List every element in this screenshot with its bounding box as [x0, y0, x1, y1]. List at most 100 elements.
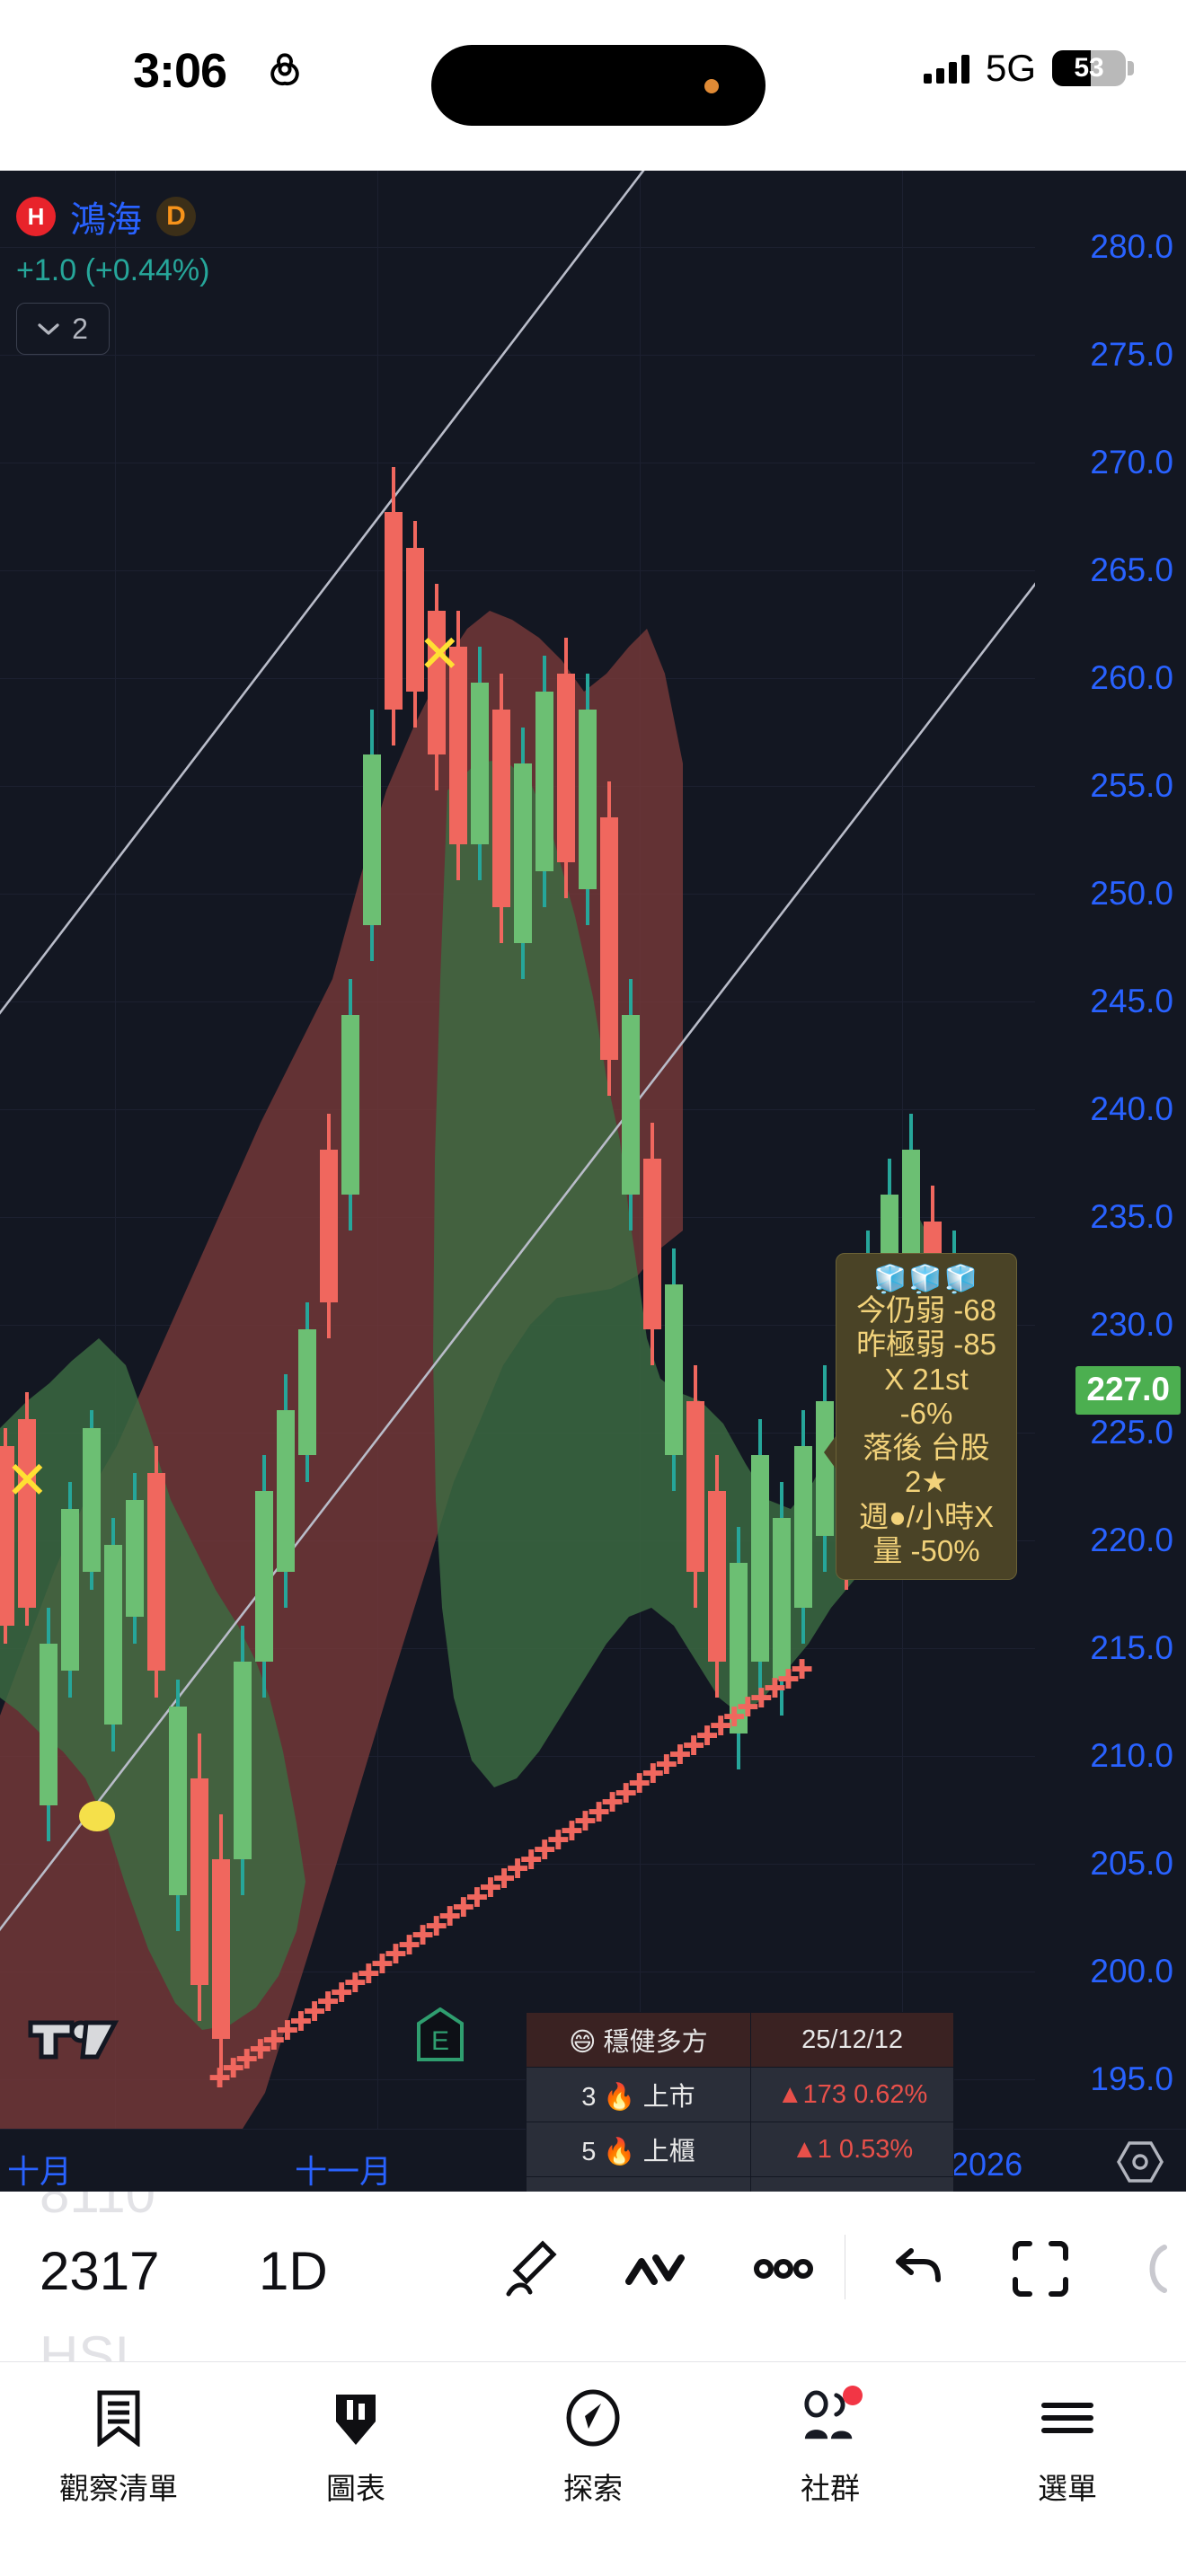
indicators-icon[interactable]: [624, 2238, 688, 2299]
table-header-row: 😄 穩健多方 25/12/12: [526, 2012, 955, 2068]
price-tick: 270.0: [1090, 444, 1173, 481]
status-time: 3:06: [133, 44, 227, 98]
tooltip-tail: [824, 1433, 838, 1472]
tooltip-line-5: 落後 台股: [863, 1431, 990, 1465]
table-header-date: 25/12/12: [749, 2012, 955, 2068]
network-type-label: 5G: [985, 47, 1036, 89]
chart-legend[interactable]: H 鴻海 D +1.0 (+0.44%) 2: [16, 190, 209, 355]
tooltip-line-4: -6%: [899, 1396, 953, 1430]
tooltip-line-2: 昨極弱 -85: [856, 1328, 996, 1362]
status-right-cluster: 5G 53: [923, 47, 1134, 90]
tab-label: 社群: [801, 2472, 860, 2505]
svg-text:E: E: [431, 2026, 449, 2056]
drawing-tools-group[interactable]: [503, 2238, 816, 2299]
interval-badge[interactable]: D: [156, 197, 196, 236]
price-tick: 215.0: [1090, 1629, 1173, 1666]
table-row: 8檔ETF 金>傳>電 8/8漲 均+0.82%: [526, 2176, 955, 2192]
yellow-x-marker-right: ✕: [418, 625, 462, 684]
trendline-lower: [0, 582, 1035, 1932]
smiley-icon: 😄: [569, 2028, 597, 2057]
battery-percent-label: 53: [1074, 53, 1104, 83]
price-change: +1.0 (+0.44%): [16, 253, 210, 287]
price-tick: 195.0: [1090, 2060, 1173, 2097]
replay-icon[interactable]: [1134, 2238, 1177, 2299]
chart-toolbar[interactable]: 8110 2317 HSI 1D: [0, 2192, 1186, 2362]
tab-label: 選單: [1038, 2472, 1097, 2505]
chevron-down-icon: [38, 322, 59, 335]
battery-fill: [1052, 50, 1092, 86]
price-scale[interactable]: 280.0 275.0 270.0 265.0 260.0 255.0 250.…: [1035, 171, 1186, 2129]
tab-watchlist[interactable]: 觀察清單: [0, 2387, 237, 2508]
time-tick: 十一月: [295, 2153, 393, 2190]
company-logo-icon: H: [16, 197, 56, 236]
tooltip-line-6: 2★: [905, 1465, 948, 1499]
ios-status-bar: 3:06 5G 53: [0, 0, 1186, 171]
tab-menu[interactable]: 選單: [949, 2387, 1186, 2508]
row-value: ▲173 0.62%: [749, 2067, 955, 2122]
price-tick: 265.0: [1090, 551, 1173, 588]
price-tick: 205.0: [1090, 1845, 1173, 1882]
tab-community[interactable]: 社群: [712, 2386, 949, 2508]
chart-panel[interactable]: ✚ ✚ ✚ ✚ ✚ ✚ ✚ ✚ ✚ ✚ ✚ ✚ ✚ ✚ ✚ ✚ ✚ ✚ ✚ ✚ ✚ ✚ ✚ ✚ ✚ ✚ ✚ ✚ ✚ ✚ ✚ ✚ ✚ ✚ ✚ ✚ ✚ ✚ ✚ ✚…: [0, 171, 1186, 2192]
draw-pen-icon[interactable]: [503, 2238, 561, 2299]
row-label: 3 🔥 上市: [526, 2067, 751, 2122]
tradingview-logo: [28, 2020, 119, 2060]
community-people-icon: [801, 2386, 863, 2448]
row-label: 5 🔥 上櫃: [526, 2122, 751, 2177]
symbol-row[interactable]: H 鴻海 D: [16, 190, 209, 243]
price-tick: 220.0: [1090, 1522, 1173, 1558]
current-symbol-label[interactable]: 2317: [40, 2241, 160, 2301]
camera-indicator-dot: [704, 79, 719, 93]
row-value: 8/8漲 均+0.82%: [749, 2176, 955, 2192]
notification-badge: [843, 2386, 863, 2405]
market-summary-table[interactable]: 😄 穩健多方 25/12/12 3 🔥 上市 ▲173 0.62% 5 🔥 上櫃…: [526, 2012, 955, 2192]
chart-actions-group[interactable]: [890, 2238, 1177, 2299]
time-tick: 2026: [951, 2146, 1023, 2183]
yellow-dot-marker: [79, 1801, 115, 1831]
price-tick: 280.0: [1090, 228, 1173, 265]
tab-label: 探索: [563, 2472, 623, 2505]
battery-icon: 53: [1052, 50, 1126, 86]
price-tick: 260.0: [1090, 659, 1173, 696]
tab-label: 圖表: [326, 2472, 385, 2505]
chart-settings-icon[interactable]: [1116, 2140, 1164, 2183]
time-tick: 十月: [7, 2153, 73, 2190]
analysis-tooltip[interactable]: 🧊🧊🧊 今仍弱 -68 昨極弱 -85 X 21st -6% 落後 台股 2★ …: [836, 1253, 1017, 1581]
current-price-badge: 227.0: [1075, 1366, 1181, 1415]
next-symbol-label[interactable]: HSI: [40, 2325, 130, 2362]
symbol-name[interactable]: 鴻海: [70, 200, 142, 240]
chart-candles-icon: [327, 2387, 385, 2448]
undo-icon[interactable]: [890, 2238, 947, 2299]
candlestick-series: [0, 171, 1035, 2129]
ice-cube-icons: 🧊🧊🧊: [872, 1265, 980, 1294]
indicator-count-toggle[interactable]: 2: [16, 303, 110, 355]
row-value: ▲1 0.53%: [749, 2122, 955, 2177]
price-tick: 255.0: [1090, 767, 1173, 804]
yellow-x-marker-left: ✕: [5, 1451, 49, 1510]
cellular-signal-icon: [923, 53, 969, 84]
tooltip-line-3: X 21st: [884, 1362, 969, 1396]
price-tick: 200.0: [1090, 1953, 1173, 1989]
chart-plot-area[interactable]: ✚ ✚ ✚ ✚ ✚ ✚ ✚ ✚ ✚ ✚ ✚ ✚ ✚ ✚ ✚ ✚ ✚ ✚ ✚ ✚ ✚ ✚ ✚ ✚ ✚ ✚ ✚ ✚ ✚ ✚ ✚ ✚ ✚ ✚ ✚ ✚ ✚ ✚ ✚ ✚…: [0, 171, 1035, 2129]
previous-symbol-label[interactable]: 8110: [40, 2192, 156, 2224]
dynamic-island: [431, 45, 766, 126]
tooltip-line-1: 今仍弱 -68: [856, 1293, 996, 1327]
watchlist-bookmark-icon: [90, 2387, 147, 2448]
tab-chart[interactable]: 圖表: [237, 2387, 474, 2508]
header-title: 穩健多方: [603, 2028, 708, 2057]
more-options-icon[interactable]: [751, 2238, 816, 2299]
price-tick: 240.0: [1090, 1090, 1173, 1127]
battery-cap: [1128, 61, 1134, 75]
tab-label: 觀察清單: [59, 2472, 178, 2505]
interval-selector[interactable]: 1D: [259, 2241, 328, 2301]
menu-hamburger-icon: [1039, 2387, 1096, 2448]
price-tick: 225.0: [1090, 1414, 1173, 1451]
table-row: 5 🔥 上櫃 ▲1 0.53%: [526, 2122, 955, 2177]
tab-explore[interactable]: 探索: [474, 2387, 712, 2508]
price-tick: 235.0: [1090, 1198, 1173, 1235]
bottom-tab-bar[interactable]: 觀察清單 圖表 探索: [0, 2362, 1186, 2576]
fullscreen-icon[interactable]: [1010, 2238, 1071, 2299]
earnings-badge-icon[interactable]: E: [415, 2007, 465, 2063]
table-row: 3 🔥 上市 ▲173 0.62%: [526, 2067, 955, 2122]
price-tick: 275.0: [1090, 336, 1173, 373]
